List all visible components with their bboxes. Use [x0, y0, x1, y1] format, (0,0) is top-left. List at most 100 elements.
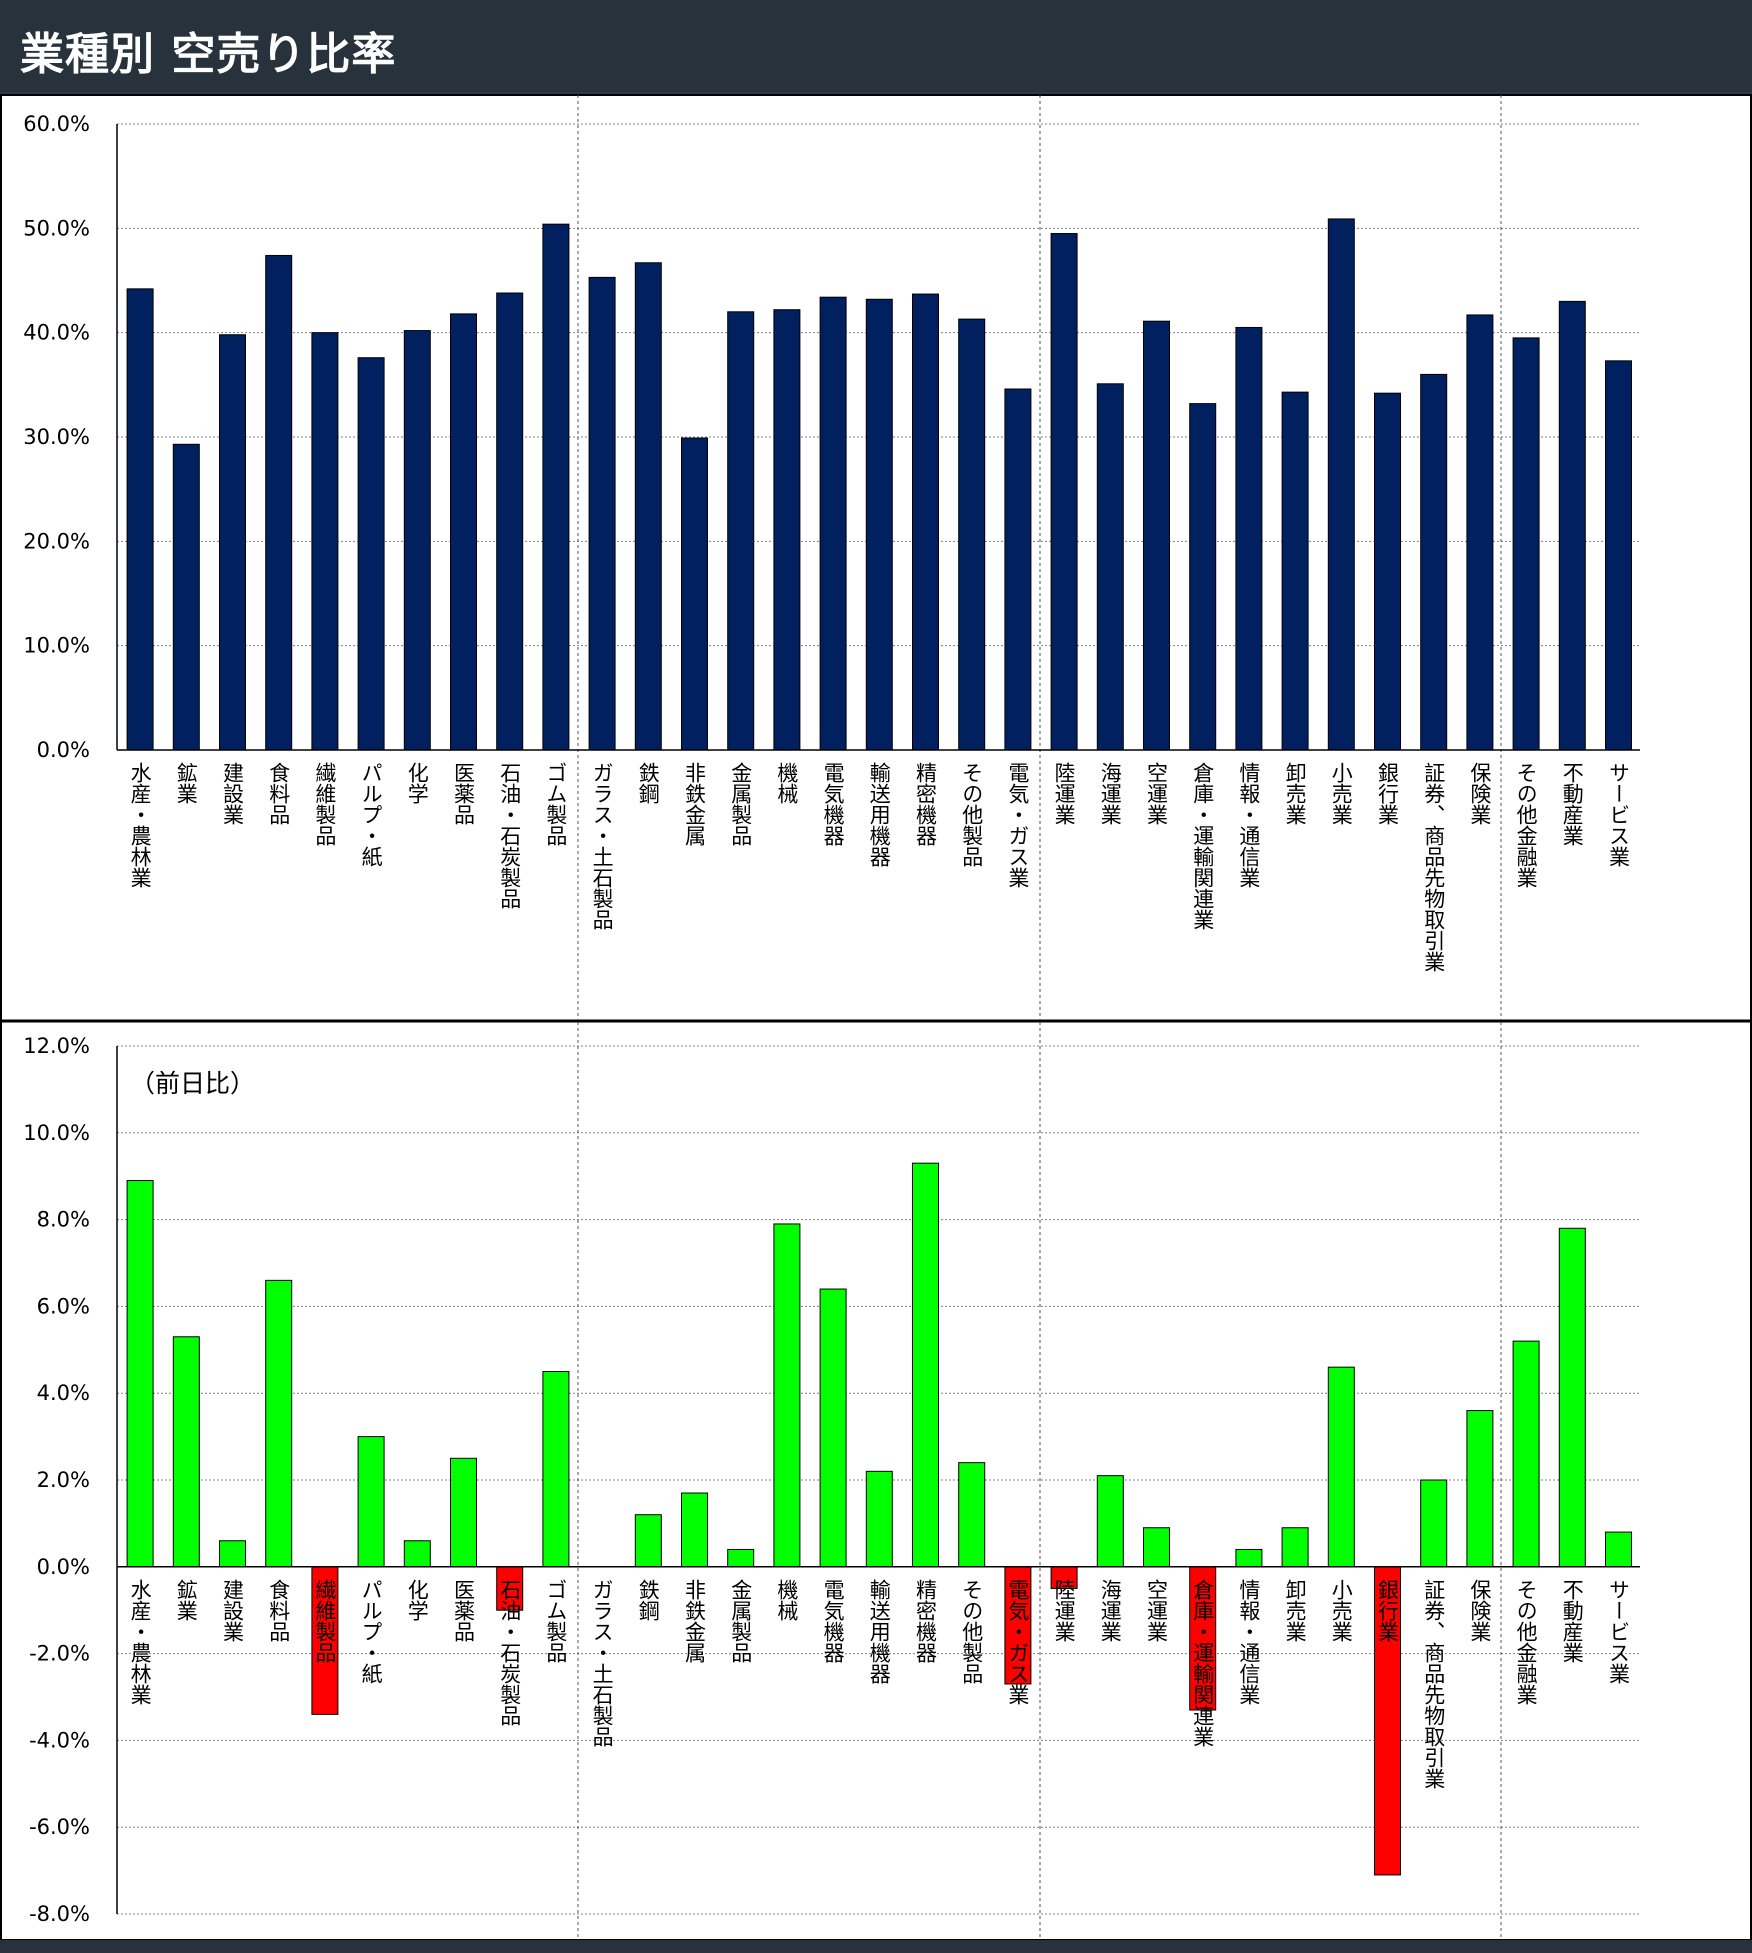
category-label: 銀行業	[1376, 1579, 1400, 1642]
category-label: その他製品	[960, 762, 984, 867]
category-label: パルプ・紙	[359, 1579, 383, 1684]
category-label: ゴム製品	[544, 1579, 568, 1663]
bar	[542, 223, 570, 751]
bar	[357, 1436, 385, 1568]
bar	[126, 288, 154, 751]
category-label: 機械	[775, 1579, 799, 1621]
footer-bar	[0, 1940, 1752, 1953]
bar	[1143, 320, 1170, 751]
category-label: 保険業	[1468, 1579, 1492, 1642]
category-label: 保険業	[1468, 762, 1492, 825]
category-label: 輸送用機器	[867, 762, 891, 867]
bar	[958, 1462, 986, 1568]
bar	[634, 262, 662, 751]
bar	[403, 1540, 431, 1568]
category-label: ガラス・土石製品	[590, 762, 614, 930]
bar	[865, 1470, 893, 1568]
bar	[1189, 403, 1217, 751]
category-label: 銀行業	[1376, 762, 1400, 825]
bar	[1189, 1566, 1217, 1711]
bar	[1420, 1479, 1448, 1568]
category-label: 小売業	[1329, 1579, 1353, 1642]
category-label: 金属製品	[729, 1579, 753, 1663]
y-tick-label: 2.0%	[37, 1468, 90, 1492]
bar	[1605, 1531, 1632, 1568]
category-label: 海運業	[1098, 1579, 1122, 1642]
category-label: 電気・ガス業	[1006, 1579, 1030, 1705]
bar	[496, 292, 524, 751]
bar	[1374, 392, 1401, 751]
category-label: 水産・農林業	[128, 762, 152, 888]
bar	[1512, 1340, 1540, 1568]
category-label: 医薬品	[452, 762, 476, 825]
category-label: 鉱業	[174, 762, 198, 804]
bar	[219, 334, 246, 751]
bar	[1420, 373, 1448, 751]
category-label: 証券、商品先物取引業	[1422, 1579, 1446, 1789]
category-label: 化学	[405, 762, 429, 804]
bar	[727, 1548, 755, 1568]
bar	[126, 1180, 154, 1568]
bar	[912, 1162, 939, 1568]
category-label: 卸売業	[1283, 762, 1307, 825]
category-label: 非鉄金属	[683, 762, 707, 847]
bar	[265, 254, 293, 751]
category-label: 鉄鋼	[636, 1579, 660, 1621]
category-label: 陸運業	[1052, 762, 1076, 825]
bar	[1558, 1227, 1586, 1568]
chart-panel-2: 12.0% 10.0% 8.0% 6.0% 4.0% 2.0% 0.0% -2.0% -4.0%…	[23, 1022, 1640, 1940]
category-label: 医薬品	[452, 1579, 476, 1642]
bar	[681, 437, 708, 751]
category-label: 鉱業	[174, 1579, 198, 1621]
y-tick-label: 8.0%	[37, 1208, 90, 1232]
y-tick-label: 40.0%	[23, 321, 90, 345]
bar	[681, 1492, 708, 1568]
category-label: 海運業	[1098, 762, 1122, 825]
bar	[219, 1540, 246, 1568]
bar	[542, 1371, 570, 1568]
category-label: 機械	[775, 762, 799, 804]
category-label: 食料品	[267, 762, 291, 825]
category-label: 繊維製品	[313, 762, 337, 846]
bar	[403, 330, 431, 751]
bar	[819, 1288, 847, 1568]
y-tick-label: 10.0%	[23, 1121, 90, 1145]
category-label: 電気機器	[821, 1579, 845, 1663]
bar	[1512, 337, 1540, 751]
y-tick-label: -6.0%	[29, 1815, 90, 1839]
category-label: サービス業	[1607, 762, 1631, 867]
category-label: その他製品	[960, 1579, 984, 1684]
y-tick-label: 4.0%	[37, 1381, 90, 1405]
category-label: 電気機器	[821, 762, 845, 846]
bar	[1327, 1366, 1355, 1568]
bar	[773, 1223, 801, 1568]
bar	[819, 296, 847, 751]
category-label: 陸運業	[1052, 1579, 1076, 1642]
bar	[1327, 218, 1355, 751]
category-label: 卸売業	[1283, 1579, 1307, 1642]
category-label: 金属製品	[729, 762, 753, 846]
category-label: 小売業	[1329, 762, 1353, 825]
bar	[727, 311, 755, 751]
category-label: パルプ・紙	[359, 762, 383, 867]
category-label: ゴム製品	[544, 762, 568, 846]
category-label: 電気・ガス業	[1006, 762, 1030, 888]
bar	[1096, 383, 1124, 751]
y-tick-label: -4.0%	[29, 1728, 90, 1752]
bar	[311, 1566, 339, 1715]
bar	[588, 276, 616, 751]
bar	[1466, 314, 1494, 751]
bar	[450, 1457, 477, 1568]
category-label: 情報・通信業	[1237, 762, 1261, 888]
category-label: その他金融業	[1514, 1579, 1538, 1705]
y-tick-label: -8.0%	[29, 1902, 90, 1926]
bar	[172, 1336, 200, 1568]
chart-panel-1: 60.0% 50.0% 40.0% 30.0% 20.0% 10.0% 0.0% 水産・農林業…	[23, 95, 1640, 1020]
category-label: 不動産業	[1560, 1579, 1584, 1663]
y-tick-label: 6.0%	[37, 1294, 90, 1318]
category-label: ガラス・土石製品	[590, 1579, 614, 1747]
y-tick-label: 20.0%	[23, 529, 90, 553]
category-label: 繊維製品	[313, 1579, 337, 1663]
bar	[450, 313, 477, 751]
